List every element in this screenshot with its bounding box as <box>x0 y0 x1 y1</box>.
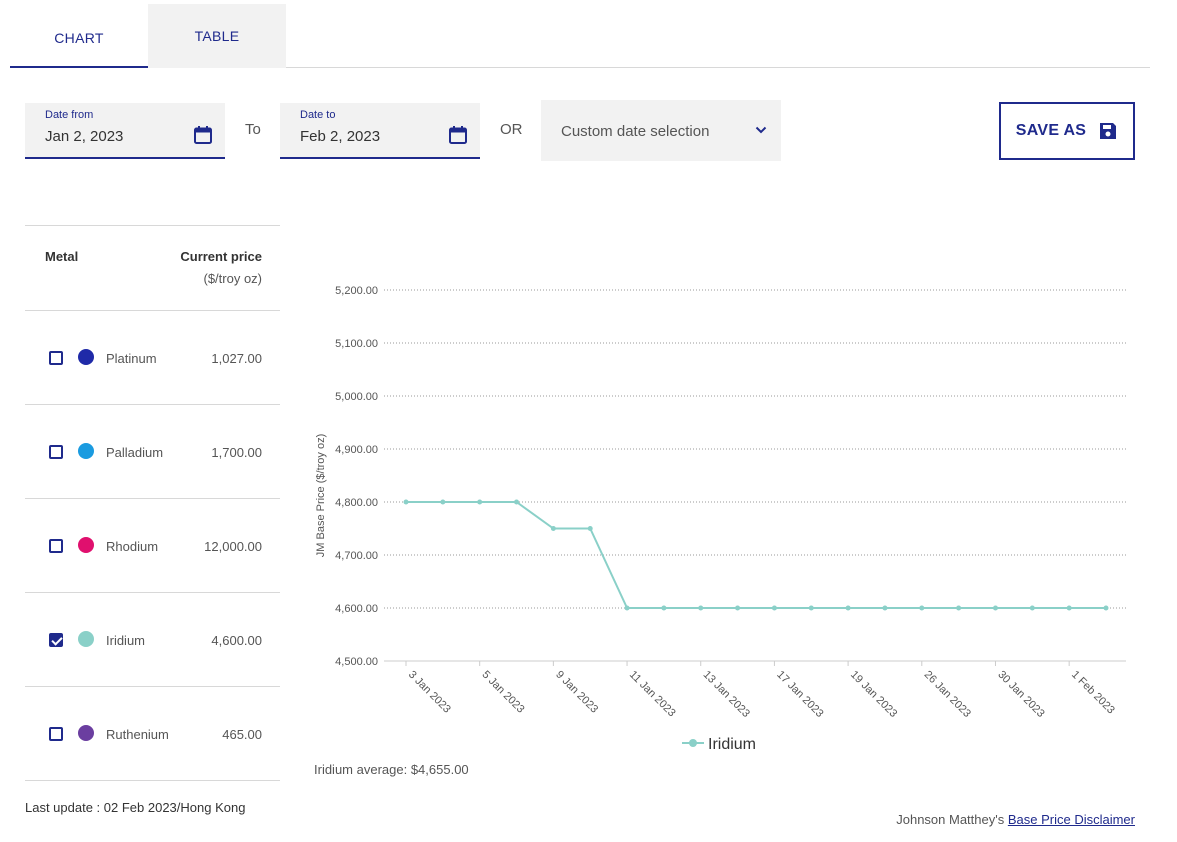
custom-date-select[interactable]: Custom date selection <box>541 100 781 161</box>
save-as-button[interactable]: SAVE AS <box>999 102 1135 160</box>
metal-column-header: Metal <box>45 249 79 264</box>
metal-price: 465.00 <box>222 727 262 742</box>
metal-price: 1,027.00 <box>211 351 262 366</box>
data-point <box>440 499 446 505</box>
data-point <box>992 605 998 611</box>
data-point <box>698 605 704 611</box>
disclaimer: Johnson Matthey's Base Price Disclaimer <box>896 812 1135 827</box>
data-point <box>845 605 851 611</box>
x-tick-label: 17 Jan 2023 <box>774 669 825 720</box>
y-axis-label: JM Base Price ($/troy oz) <box>315 434 327 557</box>
metal-price: 1,700.00 <box>211 445 262 460</box>
data-point <box>919 605 925 611</box>
data-point <box>735 605 741 611</box>
date-to-value: Feb 2, 2023 <box>300 128 381 145</box>
disclaimer-prefix: Johnson Matthey's <box>896 812 1008 827</box>
metal-color-dot <box>78 349 94 365</box>
data-point <box>403 499 409 505</box>
y-tick-label: 4,600.00 <box>335 603 378 615</box>
base-price-disclaimer-link[interactable]: Base Price Disclaimer <box>1007 812 1135 827</box>
y-tick-label: 4,500.00 <box>335 656 378 668</box>
x-tick-label: 26 Jan 2023 <box>922 669 973 720</box>
metal-checkbox[interactable] <box>49 633 63 647</box>
data-point <box>1029 605 1035 611</box>
date-to-field[interactable]: Date to Feb 2, 2023 <box>280 103 480 159</box>
date-from-field[interactable]: Date from Jan 2, 2023 <box>25 103 225 159</box>
y-tick-label: 5,100.00 <box>335 338 378 350</box>
date-to-label: Date to <box>300 109 336 121</box>
metal-color-dot <box>78 725 94 741</box>
legend-label: Iridium <box>708 736 756 753</box>
metal-checkbox[interactable] <box>49 445 63 459</box>
x-tick-label: 11 Jan 2023 <box>627 669 678 720</box>
metal-price: 12,000.00 <box>204 539 262 554</box>
calendar-icon[interactable] <box>193 125 213 145</box>
metals-table-header: Metal Current price ($/troy oz) <box>25 226 280 311</box>
metal-color-dot <box>78 631 94 647</box>
data-point <box>587 526 593 531</box>
data-point <box>808 605 814 611</box>
x-tick-label: 13 Jan 2023 <box>701 669 752 720</box>
metal-name: Palladium <box>106 445 164 460</box>
metal-row-ruthenium: Ruthenium 465.00 <box>25 687 280 781</box>
metal-price: 4,600.00 <box>211 633 262 648</box>
data-point <box>550 526 556 531</box>
metal-color-dot <box>78 443 94 459</box>
metal-checkbox[interactable] <box>49 351 63 365</box>
legend-swatch-dot <box>689 739 697 747</box>
x-tick-label: 3 Jan 2023 <box>406 669 453 716</box>
view-tabs: CHART TABLE <box>10 4 1150 68</box>
save-icon <box>1100 123 1117 139</box>
data-point <box>624 605 630 611</box>
x-tick-label: 19 Jan 2023 <box>848 669 899 720</box>
price-column-header: Current price <box>180 249 262 264</box>
price-chart: 5,200.00 5,100.00 5,000.00 4,900.00 4,800.00… <box>300 200 1150 760</box>
data-point <box>514 499 520 505</box>
data-point <box>882 605 888 611</box>
data-point <box>1066 605 1072 611</box>
average-price-text: Iridium average: $4,655.00 <box>314 762 469 777</box>
x-tick-label: 9 Jan 2023 <box>553 669 600 716</box>
metal-name: Rhodium <box>106 539 159 554</box>
metals-table: Metal Current price ($/troy oz) Platinum… <box>25 225 280 781</box>
metal-checkbox[interactable] <box>49 727 63 741</box>
data-point <box>477 499 483 505</box>
y-tick-label: 5,200.00 <box>335 285 378 297</box>
save-as-label: SAVE AS <box>1015 122 1087 139</box>
calendar-icon[interactable] <box>448 125 468 145</box>
chevron-down-icon <box>755 126 767 134</box>
data-point <box>771 605 777 611</box>
series-line-iridium <box>406 501 1106 609</box>
y-tick-label: 4,900.00 <box>335 444 378 456</box>
data-point <box>661 605 667 611</box>
metal-name: Platinum <box>106 351 157 366</box>
metal-color-dot <box>78 537 94 553</box>
y-tick-label: 5,000.00 <box>335 391 378 403</box>
to-separator: To <box>245 121 261 138</box>
price-chart-svg: 5,200.00 5,100.00 5,000.00 4,900.00 4,800.00… <box>315 285 1126 753</box>
metal-row-palladium: Palladium 1,700.00 <box>25 405 280 499</box>
last-update-text: Last update : 02 Feb 2023/Hong Kong <box>25 800 246 815</box>
metal-row-rhodium: Rhodium 12,000.00 <box>25 499 280 593</box>
tab-chart[interactable]: CHART <box>10 4 148 68</box>
y-tick-label: 4,800.00 <box>335 497 378 509</box>
metal-checkbox[interactable] <box>49 539 63 553</box>
date-from-value: Jan 2, 2023 <box>45 128 124 145</box>
x-tick-label: 30 Jan 2023 <box>995 669 1046 720</box>
tab-table[interactable]: TABLE <box>148 4 286 68</box>
data-point <box>1103 605 1109 611</box>
x-tick-label: 1 Feb 2023 <box>1069 669 1117 717</box>
metal-row-iridium: Iridium 4,600.00 <box>25 593 280 687</box>
metal-row-platinum: Platinum 1,027.00 <box>25 311 280 405</box>
date-from-label: Date from <box>45 109 94 121</box>
data-point <box>956 605 962 611</box>
or-separator: OR <box>500 121 523 138</box>
metal-name: Iridium <box>106 633 146 648</box>
price-unit-label: ($/troy oz) <box>203 271 262 286</box>
custom-date-select-value: Custom date selection <box>561 123 710 140</box>
metal-name: Ruthenium <box>106 727 169 742</box>
x-tick-label: 5 Jan 2023 <box>480 669 527 716</box>
y-tick-label: 4,700.00 <box>335 550 378 562</box>
